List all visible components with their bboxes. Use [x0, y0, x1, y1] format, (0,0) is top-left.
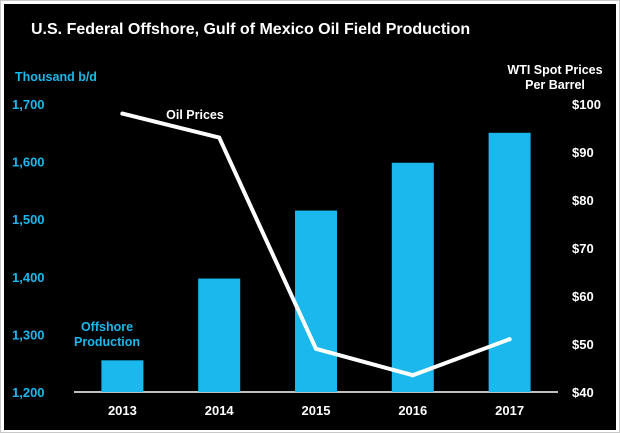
combo-chart: U.S. Federal Offshore, Gulf of Mexico Oi…: [12, 21, 603, 418]
right-tick-label: $80: [572, 193, 594, 208]
bar-series-label-line1: Offshore: [81, 320, 133, 334]
bar-series-label-line2: Production: [74, 335, 140, 349]
x-tick-label-2013: 2013: [108, 403, 137, 418]
right-axis-label-line2: Per Barrel: [525, 78, 585, 92]
right-tick-label: $100: [572, 97, 601, 112]
x-tick-label-2016: 2016: [398, 403, 427, 418]
right-tick-label: $50: [572, 337, 594, 352]
left-tick-label: 1,500: [12, 212, 45, 227]
oil-price-point-2014: [217, 135, 222, 140]
bar-2014: [198, 278, 241, 392]
bar-2015: [295, 210, 337, 392]
right-tick-label: $60: [572, 289, 594, 304]
bar-2013: [101, 360, 144, 392]
x-tick-label-2014: 2014: [205, 403, 235, 418]
bar-2016: [391, 162, 434, 392]
left-axis-label: Thousand b/d: [15, 70, 97, 84]
right-tick-label: $90: [572, 145, 594, 160]
left-tick-label: 1,700: [12, 97, 45, 112]
right-axis-label-line1: WTI Spot Prices: [507, 63, 602, 77]
left-tick-label: 1,400: [12, 270, 45, 285]
oil-price-point-2017: [507, 337, 512, 342]
chart-panel: U.S. Federal Offshore, Gulf of Mexico Oi…: [4, 4, 616, 430]
oil-price-point-2013: [120, 111, 125, 116]
line-series-label: Oil Prices: [166, 108, 224, 122]
oil-price-point-2016: [410, 373, 415, 378]
left-tick-label: 1,300: [12, 327, 45, 342]
left-tick-label: 1,200: [12, 385, 45, 400]
bar-2017: [488, 132, 531, 393]
chart-marks: 2013 2014 2015 2016 2017 1,200 1,300 1,400 1,500…: [12, 97, 601, 418]
x-tick-label-2017: 2017: [495, 403, 524, 418]
oil-price-point-2015: [314, 346, 318, 351]
right-tick-label: $70: [572, 241, 594, 256]
left-tick-label: 1,600: [12, 155, 45, 170]
x-tick-label-2015: 2015: [302, 403, 331, 418]
right-tick-label: $40: [572, 385, 594, 400]
chart-title: U.S. Federal Offshore, Gulf of Mexico Oi…: [31, 21, 470, 38]
